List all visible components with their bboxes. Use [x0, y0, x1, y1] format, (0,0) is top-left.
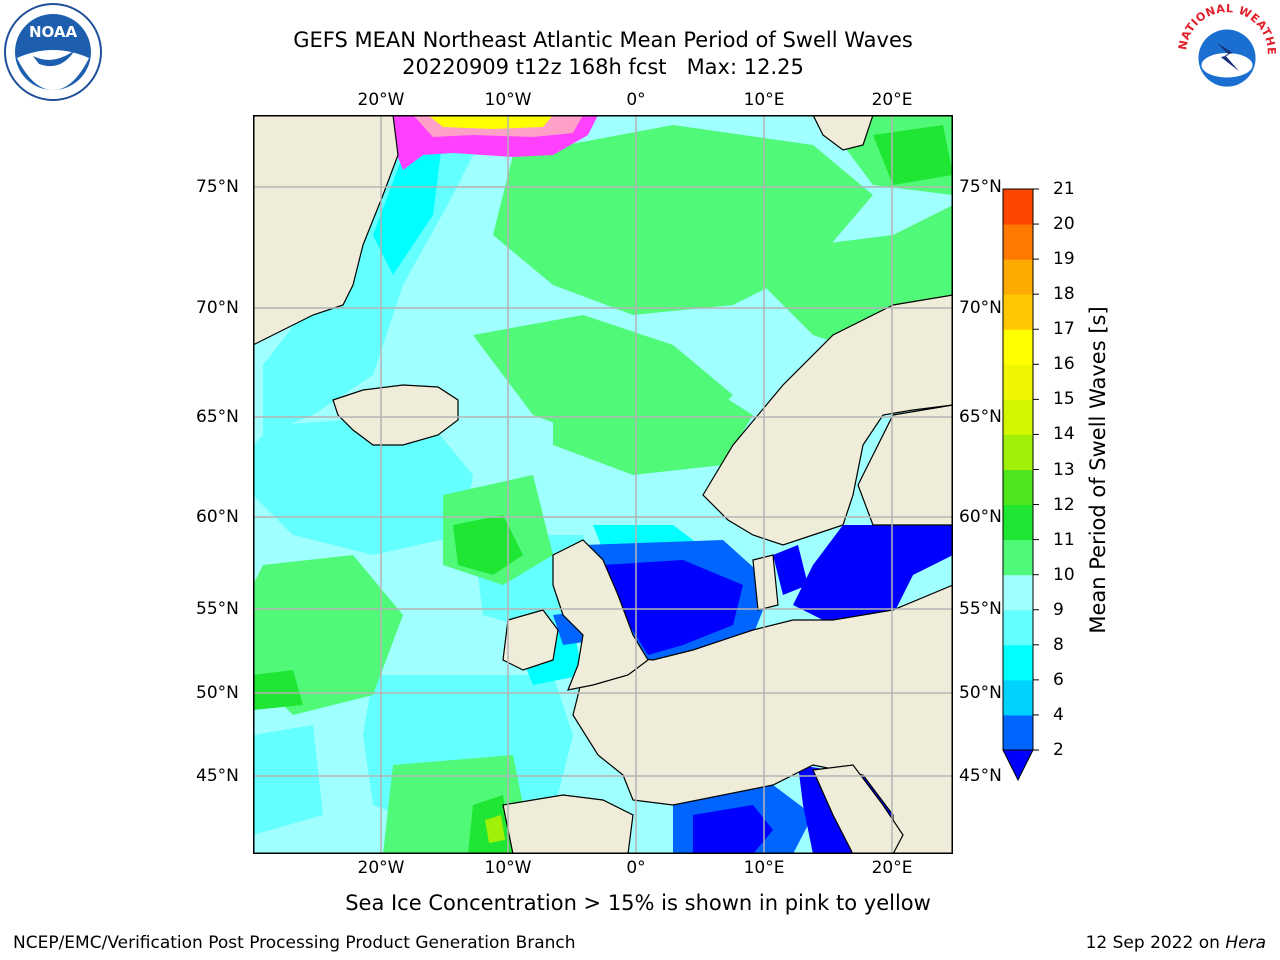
colorbar-segment — [1003, 539, 1033, 576]
colorbar-segment — [1003, 364, 1033, 400]
svalbard-land — [812, 115, 874, 151]
lon-label-bottom-10e: 10°E — [743, 858, 785, 878]
colorbar-under-arrow — [1002, 749, 1034, 782]
lat-label-left-45n: 45°N — [196, 766, 239, 786]
colorbar-segment — [1003, 189, 1033, 225]
swell-period-map — [253, 115, 953, 854]
colorbar-segment — [1003, 224, 1033, 260]
colorbar-segment — [1003, 399, 1033, 435]
colorbar-segment — [1003, 504, 1033, 541]
lat-label-right-60n: 60°N — [959, 507, 1002, 527]
colorbar-tick-label: 8 — [1053, 634, 1064, 655]
lat-label-right-70n: 70°N — [959, 298, 1002, 318]
lon-label-bottom-20w: 20°W — [357, 858, 405, 878]
lon-label-top-20w: 20°W — [357, 90, 405, 110]
lat-label-left-65n: 65°N — [196, 407, 239, 427]
colorbar-tick-label: 14 — [1053, 424, 1075, 445]
europe-land — [572, 584, 953, 854]
colorbar-tick-label: 10 — [1053, 564, 1075, 585]
colorbar-segment — [1003, 294, 1033, 330]
land-masses — [253, 115, 953, 854]
colorbar-segment — [1003, 644, 1033, 681]
lon-label-bottom-20e: 20°E — [871, 858, 913, 878]
iceland-land — [332, 384, 459, 446]
greenland-land — [253, 115, 399, 346]
lon-label-bottom-0: 0° — [626, 858, 646, 878]
footer-date-text: 12 Sep 2022 on — [1085, 933, 1226, 953]
footer-host: Hera — [1225, 933, 1266, 953]
noaa-logo-text: NOAA — [29, 23, 78, 41]
colorbar-tick-label: 19 — [1053, 249, 1075, 270]
colorbar-tick-label: 15 — [1053, 389, 1075, 410]
chart-title: GEFS MEAN Northeast Atlantic Mean Period… — [293, 28, 913, 52]
finland-land — [857, 404, 953, 526]
lat-label-left-55n: 55°N — [196, 599, 239, 619]
colorbar-tick-label: 20 — [1053, 214, 1075, 235]
lat-label-right-65n: 65°N — [959, 407, 1002, 427]
italy-land — [812, 764, 904, 854]
iberia-land — [502, 794, 634, 854]
colorbar-tick-label: 6 — [1053, 669, 1064, 690]
scandinavia-land — [702, 294, 953, 546]
denmark-land — [752, 554, 779, 611]
lat-label-left-75n: 75°N — [196, 177, 239, 197]
colorbar-tick-label: 12 — [1053, 494, 1075, 515]
lon-label-top-20e: 20°E — [871, 90, 913, 110]
chart-subtitle: 20220909 t12z 168h fcst Max: 12.25 — [402, 55, 804, 79]
lon-label-bottom-10w: 10°W — [484, 858, 532, 878]
lon-label-top-10w: 10°W — [484, 90, 532, 110]
colorbar-tick-label: 17 — [1053, 319, 1075, 340]
great-britain-land — [552, 539, 649, 691]
lon-label-top-0: 0° — [626, 90, 646, 110]
lat-label-right-50n: 50°N — [959, 683, 1002, 703]
lat-label-left-70n: 70°N — [196, 298, 239, 318]
colorbar-tick-label: 11 — [1053, 529, 1075, 550]
colorbar-segment — [1003, 434, 1033, 470]
colorbar-tick-label: 9 — [1053, 599, 1064, 620]
colorbar-segment — [1003, 574, 1033, 611]
colorbar-label: Mean Period of Swell Waves [s] — [1086, 306, 1110, 634]
lat-label-left-60n: 60°N — [196, 507, 239, 527]
lat-label-right-75n: 75°N — [959, 177, 1002, 197]
lat-label-right-45n: 45°N — [959, 766, 1002, 786]
footer-date: 12 Sep 2022 on Hera — [1086, 933, 1266, 953]
colorbar-tick-label: 13 — [1053, 459, 1075, 480]
lat-label-right-55n: 55°N — [959, 599, 1002, 619]
lon-label-top-10e: 10°E — [743, 90, 785, 110]
colorbar-tick-label: 2 — [1053, 740, 1064, 760]
swell-band-12s — [485, 815, 505, 843]
colorbar-segment — [1003, 259, 1033, 295]
sea-ice-note: Sea Ice Concentration > 15% is shown in … — [345, 891, 931, 915]
footer-organization: NCEP/EMC/Verification Post Processing Pr… — [13, 933, 576, 953]
colorbar-segment — [1003, 469, 1033, 506]
sea-ice-area — [393, 115, 598, 170]
colorbar-tick-label: 18 — [1053, 284, 1075, 305]
colorbar-segment — [1003, 679, 1033, 716]
map-gridlines — [253, 115, 953, 854]
colorbar — [1002, 188, 1039, 782]
colorbar-tick-label: 16 — [1053, 354, 1075, 375]
lat-label-left-50n: 50°N — [196, 683, 239, 703]
colorbar-tick-label: 21 — [1053, 179, 1075, 199]
colorbar-segment — [1003, 329, 1033, 365]
colorbar-segment — [1003, 714, 1033, 751]
noaa-logo-icon: NOAA — [4, 3, 102, 101]
nws-logo-icon: NATIONAL WEATHER SERVICE — [1176, 2, 1277, 102]
map-frame — [253, 115, 953, 854]
colorbar-tick-label: 4 — [1053, 704, 1064, 725]
colorbar-segment — [1003, 609, 1033, 646]
ireland-land — [502, 609, 559, 671]
